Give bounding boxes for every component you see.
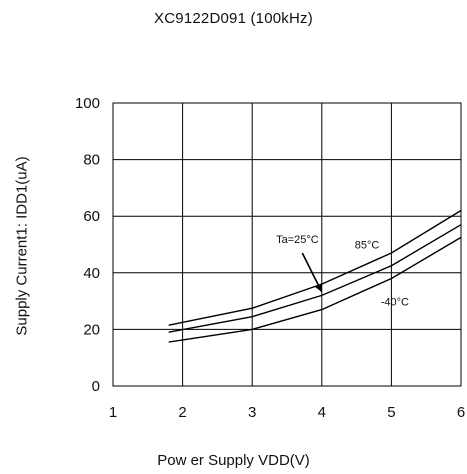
x-tick-label: 1 <box>109 404 117 421</box>
y-tick-label: 20 <box>83 321 100 338</box>
series-line-0 <box>168 209 462 326</box>
chart-title: XC9122D091 (100kHz) <box>154 10 313 27</box>
y-tick-label: 100 <box>75 95 100 112</box>
annotation-arrowhead <box>314 283 322 293</box>
y-tick-label: 80 <box>83 152 100 169</box>
x-tick-label: 2 <box>178 404 186 421</box>
series-line-1 <box>168 224 462 333</box>
annotation-ta-25c: Ta=25°C <box>276 234 319 246</box>
x-axis-label: Pow er Supply VDD(V) <box>157 452 310 469</box>
y-tick-label: 0 <box>92 378 100 395</box>
x-tick-label: 5 <box>387 404 395 421</box>
y-tick-label: 60 <box>83 208 100 225</box>
series-line-2 <box>168 236 462 343</box>
annotation-85c: 85°C <box>355 240 380 252</box>
annotation-minus-40c: -40°C <box>381 296 409 308</box>
x-tick-label: 3 <box>248 404 256 421</box>
x-tick-label: 6 <box>457 404 465 421</box>
x-tick-label: 4 <box>318 404 326 421</box>
plot-frame <box>112 102 462 387</box>
y-axis-label: Supply Current1: IDD1(uA) <box>13 156 31 336</box>
y-tick-label: 40 <box>83 265 100 282</box>
